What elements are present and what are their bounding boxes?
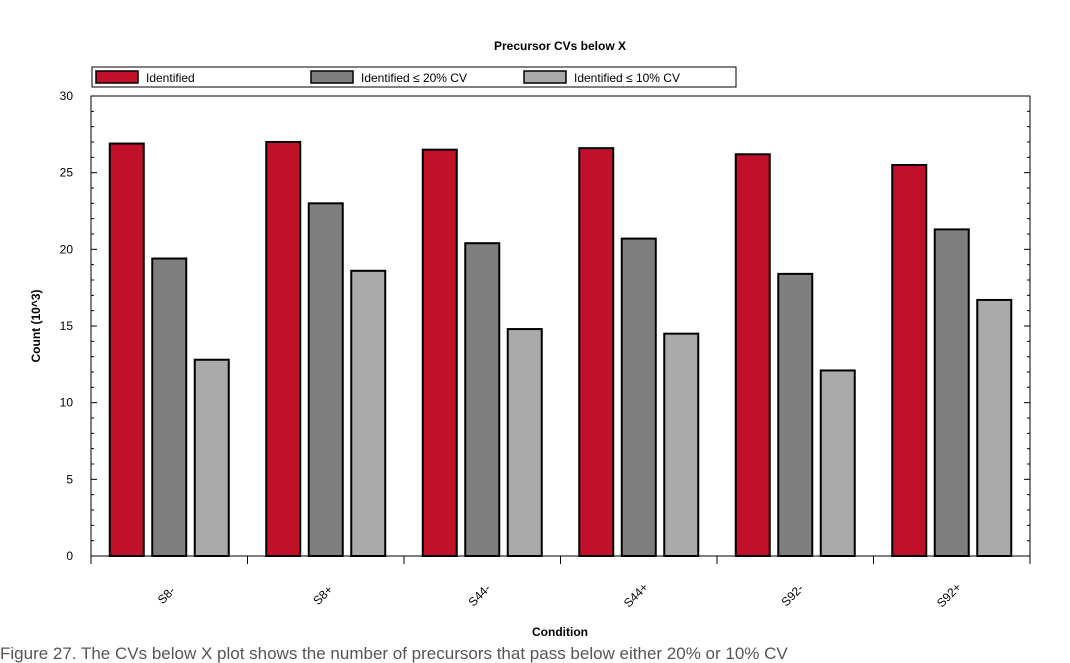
bar-S92--series-3	[819, 369, 856, 558]
y-tick-label: 0	[66, 549, 73, 563]
y-axis: 0 5 10 15 20 25 30	[60, 89, 1030, 563]
legend: Identified Identified ≤ 20% CV Identified …	[91, 66, 737, 88]
bar-S8--series-1	[108, 142, 145, 558]
y-tick-label: 5	[66, 472, 73, 486]
bar-S44+-series-1	[578, 147, 615, 557]
bar-S44+-series-3	[663, 332, 700, 557]
bar-S8--series-3	[193, 358, 230, 557]
y-tick-label: 20	[60, 242, 74, 256]
figure-caption: Figure 27. The CVs below X plot shows th…	[0, 644, 788, 663]
y-axis-label: Count (10^3)	[29, 289, 43, 362]
x-tick-label: S8+	[310, 583, 335, 608]
y-tick-label: 10	[60, 396, 74, 410]
y-tick-label: 30	[60, 89, 74, 103]
y-tick-label: 25	[60, 166, 74, 180]
bar-S92+-series-3	[976, 298, 1013, 557]
x-axis: S8- S8+ S44- S44+ S92- S92+	[90, 556, 1031, 610]
x-tick-label: S92+	[934, 580, 964, 610]
bar-S92+-series-2	[933, 228, 970, 557]
legend-swatch-1	[95, 70, 139, 84]
bar-S92+-series-1	[891, 164, 928, 557]
y-tick-label: 15	[60, 319, 74, 333]
plot-area	[90, 95, 1031, 557]
legend-box	[91, 66, 737, 88]
bars-group	[108, 141, 1013, 558]
chart-title: Precursor CVs below X	[494, 39, 626, 53]
bar-S92--series-2	[777, 272, 814, 557]
x-tick-label: S44-	[466, 581, 494, 609]
bar-chart: Precursor CVs below X Identified Identifi…	[29, 39, 1031, 639]
legend-swatch-3	[523, 70, 567, 84]
x-tick-label: S92-	[779, 581, 807, 609]
bar-S8+-series-3	[350, 269, 387, 557]
bar-S44+-series-2	[620, 237, 657, 557]
bar-S44--series-3	[506, 328, 543, 558]
bar-S8+-series-2	[307, 202, 344, 557]
legend-label-1: Identified	[146, 71, 195, 85]
legend-label-2: Identified ≤ 20% CV	[361, 71, 467, 85]
bar-S44--series-2	[464, 242, 501, 557]
bar-S44--series-1	[421, 148, 458, 558]
x-tick-label: S44+	[621, 580, 651, 610]
bar-S8+-series-1	[265, 141, 302, 557]
bar-S8--series-2	[151, 257, 188, 557]
x-tick-label: S8-	[155, 584, 178, 607]
legend-label-3: Identified ≤ 10% CV	[574, 71, 680, 85]
x-axis-label: Condition	[532, 625, 588, 639]
legend-swatch-2	[310, 70, 354, 84]
bar-S92--series-1	[734, 153, 771, 557]
